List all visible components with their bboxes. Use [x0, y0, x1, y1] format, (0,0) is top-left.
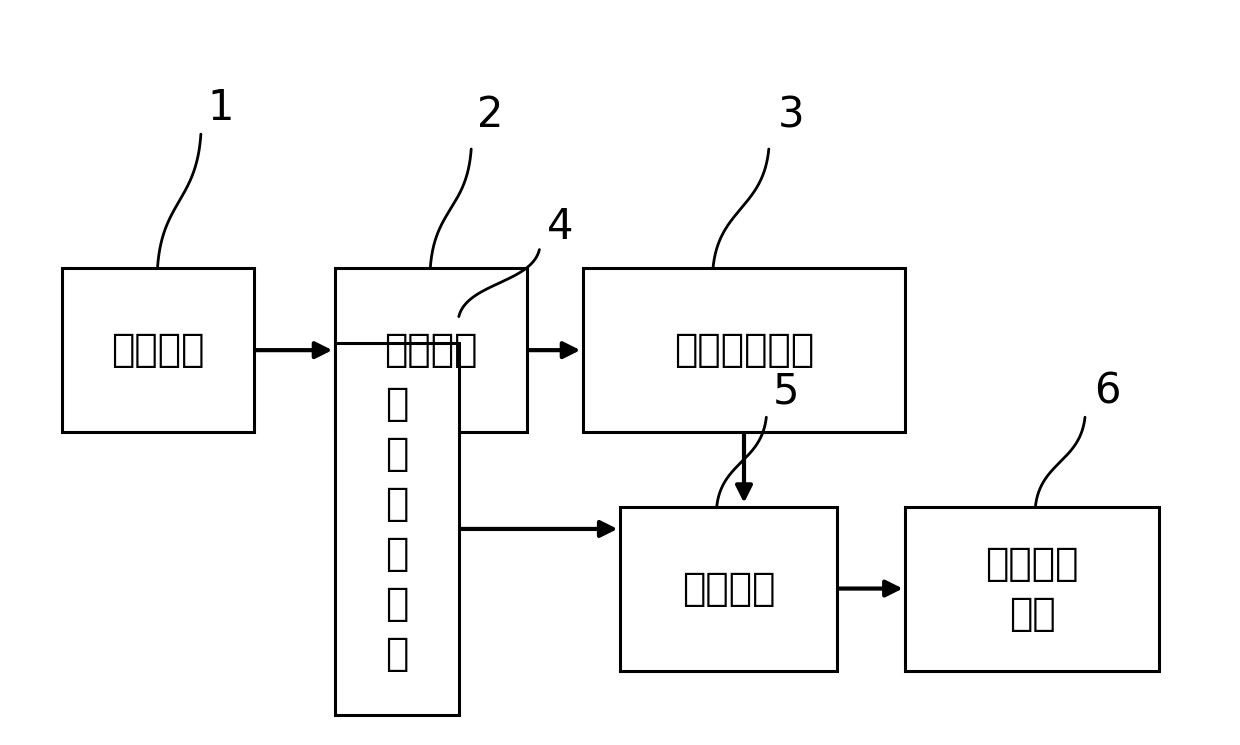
Text: 测
量
光
路
单
元: 测 量 光 路 单 元 [386, 385, 408, 673]
Bar [335, 343, 459, 715]
Bar [620, 507, 837, 670]
Text: 2: 2 [476, 95, 503, 136]
Text: 6: 6 [1094, 370, 1121, 412]
Text: 4: 4 [547, 206, 574, 248]
Text: 5: 5 [773, 370, 800, 412]
Text: 光源单元: 光源单元 [112, 331, 205, 370]
Text: 3: 3 [777, 95, 805, 136]
Bar [905, 507, 1159, 670]
Bar [62, 268, 254, 432]
Text: 合束单元: 合束单元 [682, 569, 775, 608]
Text: 图像采集
单元: 图像采集 单元 [986, 545, 1079, 633]
Text: 参考光路单元: 参考光路单元 [673, 331, 815, 370]
Bar [335, 268, 527, 432]
Bar [583, 268, 905, 432]
Text: 1: 1 [207, 87, 234, 129]
Text: 分光单元: 分光单元 [384, 331, 477, 370]
